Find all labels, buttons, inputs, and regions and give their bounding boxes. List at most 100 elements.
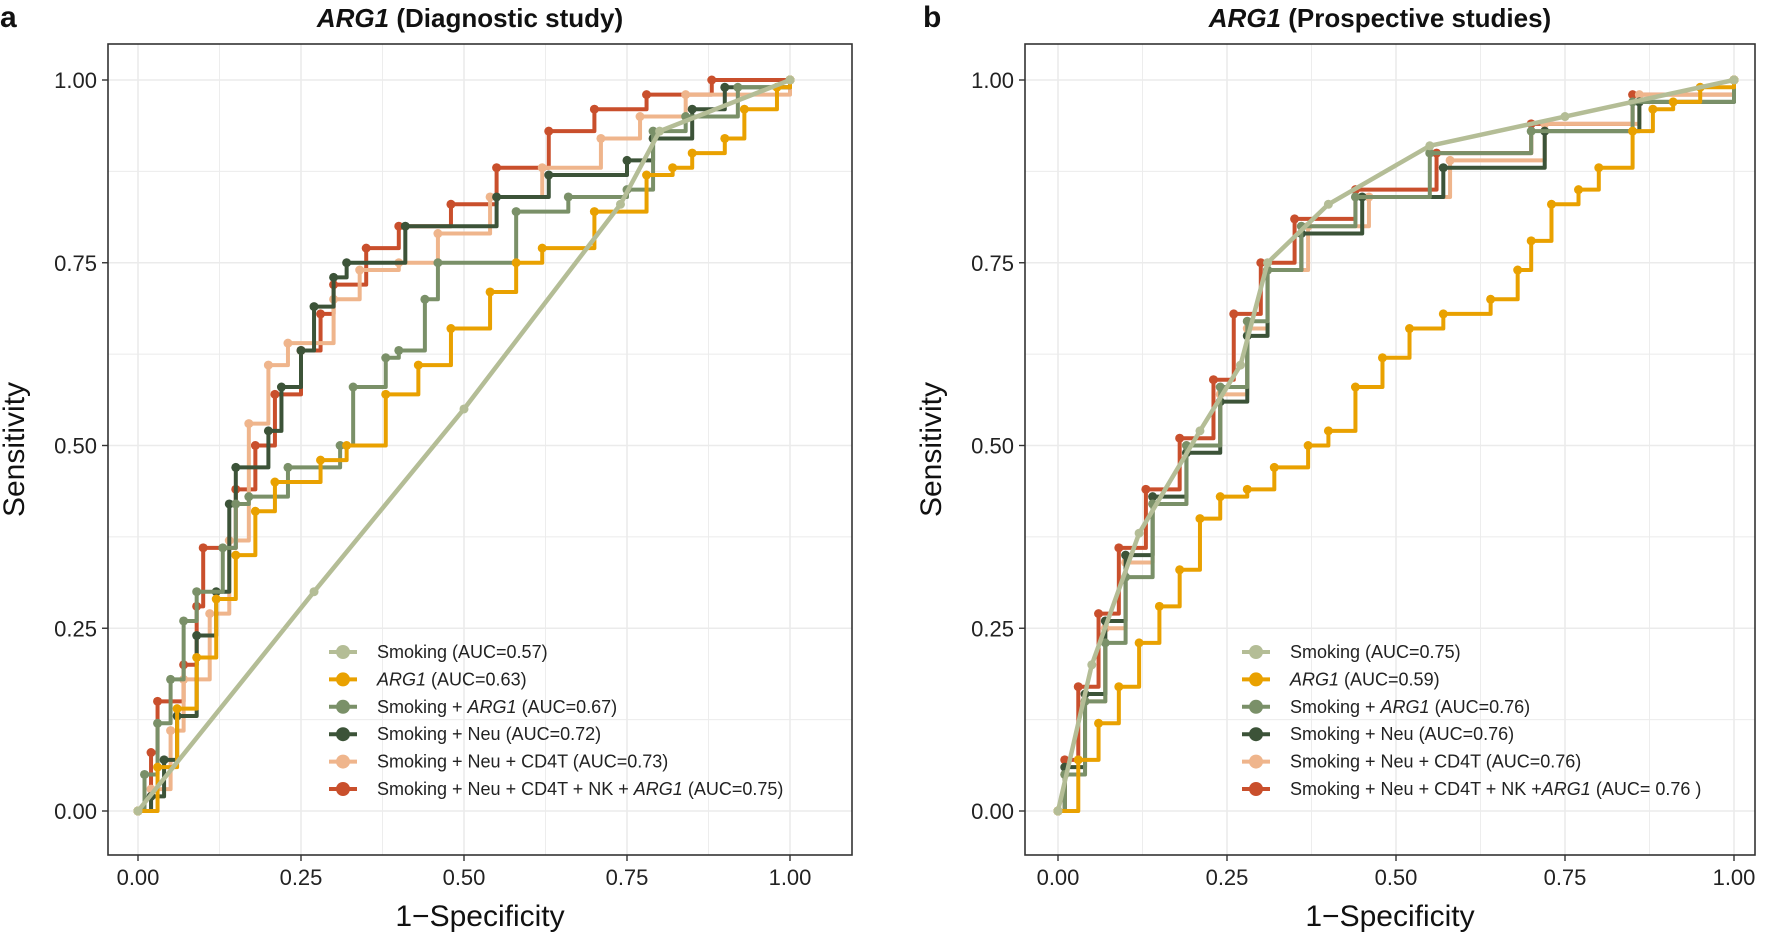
roc-point-series-1	[589, 207, 599, 217]
roc-point-series-2	[1100, 638, 1110, 648]
legend-key-dot	[336, 727, 350, 742]
roc-point-series-5	[270, 389, 280, 399]
roc-point-series-4	[244, 419, 254, 429]
legend-label: Smoking (AUC=0.57)	[377, 642, 548, 662]
roc-point-series-3	[224, 499, 234, 509]
roc-point-series-1	[1323, 426, 1333, 436]
roc-point-series-1	[1405, 324, 1415, 334]
roc-point-series-4	[1445, 155, 1455, 165]
y-tick-label: 0.25	[971, 616, 1014, 641]
legend-label-part: Smoking + Neu (AUC=0.76)	[1290, 724, 1514, 744]
y-axis-label: Sensitivity	[0, 382, 31, 517]
roc-point-series-5	[198, 543, 208, 553]
roc-point-series-1	[739, 104, 749, 114]
y-tick-label: 0.50	[54, 434, 97, 459]
roc-point-series-1	[250, 506, 260, 516]
roc-point-series-5	[1208, 375, 1218, 385]
legend-key-dot	[1249, 782, 1263, 796]
roc-point-series-4	[537, 163, 547, 173]
x-tick-label: 0.25	[1206, 865, 1249, 890]
roc-point-series-2	[140, 769, 150, 779]
y-tick-label: 0.00	[54, 799, 97, 824]
roc-point-series-2	[394, 345, 404, 355]
roc-point-series-1	[1513, 265, 1523, 275]
roc-point-series-0	[1425, 141, 1435, 151]
roc-point-series-1	[381, 389, 391, 399]
roc-point-series-2	[335, 441, 345, 450]
legend-key-dot	[336, 672, 350, 687]
legend-label-part: Smoking (AUC=0.75)	[1290, 642, 1461, 662]
roc-point-series-1	[172, 704, 182, 714]
roc-point-series-1	[1668, 97, 1678, 107]
roc-point-series-1	[485, 287, 495, 297]
roc-point-series-1	[231, 550, 241, 560]
roc-point-series-0	[1263, 258, 1273, 268]
roc-point-series-1	[1269, 462, 1279, 472]
roc-point-series-2	[348, 382, 358, 392]
roc-point-series-1	[1526, 236, 1536, 246]
roc-point-series-1	[1242, 484, 1252, 494]
legend-label-part: Smoking + Neu + CD4T + NK +	[377, 779, 634, 799]
y-tick-label: 0.75	[54, 251, 97, 276]
plot-frame	[1024, 43, 1756, 856]
y-tick-label: 0.25	[54, 616, 97, 641]
roc-point-series-1	[1628, 126, 1638, 136]
legend-label: Smoking + Neu + CD4T (AUC=0.73)	[377, 752, 668, 772]
roc-point-series-5	[1256, 258, 1266, 268]
roc-point-series-5	[1628, 90, 1638, 100]
roc-point-series-2	[648, 126, 658, 136]
roc-point-series-1	[211, 594, 221, 604]
roc-point-series-1	[1594, 163, 1604, 173]
panel-title-rest: (Prospective studies)	[1281, 3, 1551, 33]
roc-point-series-2	[563, 192, 573, 202]
roc-line-series-1	[136, 78, 792, 813]
x-tick-label: 0.50	[443, 865, 486, 890]
legend-key-dot	[336, 699, 350, 714]
roc-point-series-2	[733, 82, 743, 92]
roc-point-series-1	[1574, 185, 1584, 195]
y-tick-label: 1.00	[971, 68, 1014, 93]
legend-label-part: (AUC=0.63)	[426, 669, 527, 689]
roc-point-series-4	[433, 229, 443, 239]
legend: Smoking (AUC=0.57) ARG1 (AUC=0.63) Smoking…	[329, 642, 783, 799]
panel-title: ARG1 (Prospective studies)	[1208, 3, 1551, 33]
roc-point-series-5	[492, 163, 502, 173]
roc-point-series-5	[1114, 543, 1124, 553]
legend-label-part: ARG1	[1289, 669, 1339, 689]
roc-point-series-1	[1195, 514, 1205, 524]
panel-title: ARG1 (Diagnostic study)	[316, 3, 623, 33]
roc-line-series-0	[1055, 77, 1737, 814]
roc-point-series-1	[1154, 601, 1164, 611]
legend-label-part: ARG1	[633, 779, 683, 799]
roc-point-series-2	[231, 499, 241, 509]
grid	[1025, 44, 1755, 855]
legend-label-part: (AUC=0.59)	[1339, 669, 1440, 689]
legend-label: Smoking + Neu + CD4T + NK + ARG1 (AUC=0.…	[377, 779, 783, 799]
roc-point-series-3	[276, 382, 286, 392]
roc-point-series-1	[1377, 353, 1387, 363]
roc-point-series-2	[1425, 148, 1435, 158]
roc-point-series-4	[635, 112, 645, 122]
roc-point-series-1	[720, 133, 730, 143]
legend-key-dot	[336, 782, 350, 796]
y-tick-label: 0.50	[971, 434, 1014, 459]
roc-point-series-3	[159, 755, 169, 765]
roc-point-series-1	[342, 441, 352, 450]
roc-point-series-0	[133, 806, 143, 816]
roc-point-series-0	[1236, 360, 1246, 370]
roc-point-series-1	[1350, 382, 1360, 392]
series-group	[133, 75, 795, 816]
roc-point-series-3	[544, 170, 554, 180]
roc-point-series-1	[1486, 294, 1496, 304]
legend-label-part: Smoking + Neu (AUC=0.72)	[377, 724, 601, 744]
roc-point-series-1	[668, 163, 678, 173]
panel-label: b	[923, 1, 941, 34]
roc-point-series-5	[250, 441, 260, 450]
roc-point-series-1	[316, 455, 326, 465]
panel-title-rest: (Diagnostic study)	[389, 3, 623, 33]
roc-line-series-2	[1056, 78, 1736, 813]
legend-label-part: Smoking + Neu + CD4T + NK +	[1290, 779, 1542, 799]
legend-label-part: ARG1	[1380, 697, 1430, 717]
roc-point-series-3	[687, 104, 697, 114]
